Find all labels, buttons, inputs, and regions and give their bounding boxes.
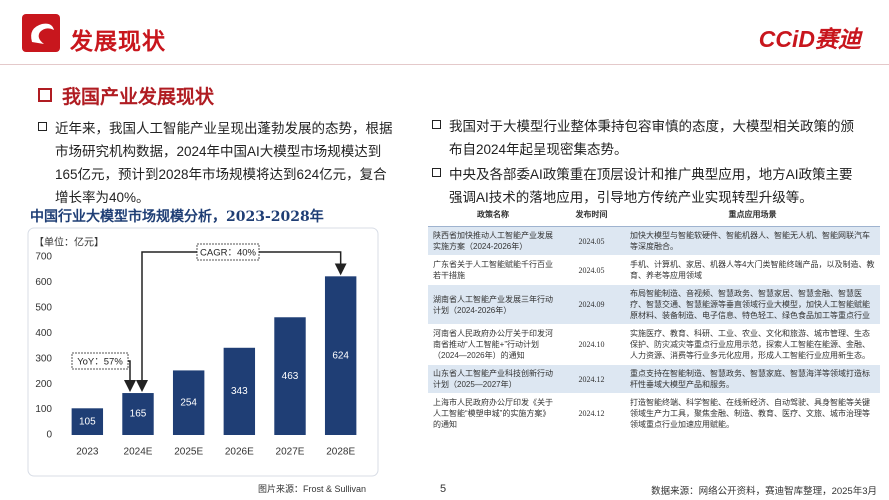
y-tick-label: 500 [35, 302, 52, 313]
section-title-text: 我国产业发展现状 [62, 87, 215, 108]
y-tick-label: 100 [35, 404, 52, 415]
annotation-arrow [136, 251, 197, 393]
table-cell: 2024.09 [558, 284, 625, 325]
table-header: 政策名称 发布时间 重点应用场景 [428, 202, 880, 227]
chart-title: 中国行业大模型市场规模分析，2023-2028年 [30, 209, 324, 225]
x-tick-label: 2027E [276, 447, 305, 458]
bar [223, 347, 256, 435]
table-source: 数据来源：网络公开资料，赛迪智库整理，2025年3月 [651, 486, 877, 497]
bar [122, 393, 154, 435]
table-cell: 2024.12 [558, 393, 625, 434]
table-cell: 2024.05 [558, 255, 625, 285]
table-cell: 上海市人民政府办公厅印发《关于人工智能“模塑申城”的实施方案》的通知 [428, 393, 558, 434]
chart-source: 图片来源：Frost & Sullivan [258, 484, 367, 494]
column-header: 发布时间 [558, 202, 625, 227]
bullet-text: 近年来，我国人工智能产业呈现出蓬勃发展的态势，根据市场研究机构数据，2024年中… [55, 121, 393, 205]
x-tick-label: 2026E [225, 447, 254, 458]
bar [324, 276, 357, 435]
policy-table: 政策名称 发布时间 重点应用场景 陕西省加快推动人工智能产业发展实施方案（2024-… [428, 202, 880, 434]
logo-icon [22, 14, 60, 52]
table-cell: 陕西省加快推动人工智能产业发展实施方案（2024-2026年） [428, 226, 558, 256]
column-header: 重点应用场景 [625, 202, 880, 227]
table-cell: 2024.10 [558, 324, 625, 365]
header-rule [0, 64, 889, 65]
bar [274, 317, 306, 435]
section-title: 我国产业发展现状 [38, 82, 214, 109]
value-label: 343 [231, 386, 248, 397]
table-cell: 布局智能制造、音视频、智慧政务、智慧家居、智慧金融、智慧医疗、智慧交通、智慧能源… [625, 284, 880, 325]
brand-logo: CCiD赛迪 [758, 26, 861, 52]
x-tick-label: 2028E [326, 447, 355, 458]
value-label: 165 [130, 409, 147, 420]
annotation: CAGR：40% [200, 248, 257, 259]
value-label: 105 [79, 416, 96, 427]
table-row: 山东省人工智能产业科技创新行动计划（2025—2027年） 2024.12 重点支持… [428, 364, 880, 394]
x-tick-label: 2023 [76, 447, 99, 458]
value-label: 624 [332, 350, 349, 361]
table-cell: 广东省关于人工智能赋能千行百业若干措施 [428, 255, 558, 285]
table-cell: 2024.05 [558, 226, 625, 256]
x-tick-label: 2025E [174, 447, 203, 458]
x-tick-label: 2024E [124, 447, 153, 458]
y-tick-label: 700 [35, 252, 52, 263]
y-tick-label: 300 [35, 353, 52, 364]
bullet-text: 我国对于大模型行业整体秉持包容审慎的态度，大模型相关政策的颁布自2024年起呈现… [449, 119, 854, 157]
table-cell: 加快大模型与智能软硬件、智能机器人、智能无人机、智能网联汽车等深度融合。 [625, 226, 880, 256]
column-header: 政策名称 [428, 202, 558, 227]
table-cell: 实施医疗、教育、科研、工业、农业、文化和旅游、城市管理、生态保护、防灾减灾等重点… [625, 324, 880, 365]
annotation: YoY：57% [77, 357, 123, 368]
table-cell: 手机、计算机、家居、机器人等4大门类智能终端产品，以及制造、教育、养老等应用领域 [625, 255, 880, 285]
table-row: 湖南省人工智能产业发展三年行动计划（2024-2026年） 2024.09 布局智能… [428, 284, 880, 325]
table-row: 上海市人民政府办公厅印发《关于人工智能“模塑申城”的实施方案》的通知 2024.1… [428, 393, 880, 434]
annotation-arrow [259, 251, 347, 276]
table-cell: 2024.12 [558, 364, 625, 394]
bar [172, 370, 205, 435]
value-label: 254 [180, 397, 197, 408]
y-tick-label: 400 [35, 328, 52, 339]
bullet-marker [432, 168, 441, 177]
bullet: 近年来，我国人工智能产业呈现出蓬勃发展的态势，根据市场研究机构数据，2024年中… [38, 117, 400, 209]
table-cell: 打造智能终端、科学智能、在线新经济、自动驾驶、具身智能等关键领域生产力工具，聚焦… [625, 393, 880, 434]
bullet-text: 中央及各部委AI政策重在顶层设计和推广典型应用，地方AI政策主要强调AI技术的落… [449, 167, 853, 205]
y-tick-label: 0 [46, 430, 52, 441]
y-tick-label: 200 [35, 379, 52, 390]
left-bullets: 近年来，我国人工智能产业呈现出蓬勃发展的态势，根据市场研究机构数据，2024年中… [38, 117, 400, 211]
bullet: 中央及各部委AI政策重在顶层设计和推广典型应用，地方AI政策主要强调AI技术的落… [432, 163, 862, 209]
page-number: 5 [440, 483, 447, 495]
header-title: 发展现状 [70, 28, 166, 54]
table-row: 广东省关于人工智能赋能千行百业若干措施 2024.05 手机、计算机、家居、机器人等… [428, 255, 880, 285]
chart-unit: 【单位：亿元】 [34, 236, 104, 249]
right-bullets: 我国对于大模型行业整体秉持包容审慎的态度，大模型相关政策的颁布自2024年起呈现… [432, 115, 862, 211]
y-tick-label: 600 [35, 277, 52, 288]
bullet-marker [38, 122, 47, 131]
bullet: 我国对于大模型行业整体秉持包容审慎的态度，大模型相关政策的颁布自2024年起呈现… [432, 115, 862, 161]
value-label: 463 [282, 371, 299, 382]
table-cell: 山东省人工智能产业科技创新行动计划（2025—2027年） [428, 364, 558, 394]
table-row: 河南省人民政府办公厅关于印发河南省推动“人工智能+”行动计划（2024—2026… [428, 324, 880, 365]
annotation-arrow [124, 360, 136, 393]
bullet-marker [432, 120, 441, 129]
table-cell: 河南省人民政府办公厅关于印发河南省推动“人工智能+”行动计划（2024—2026… [428, 324, 558, 365]
table-row: 陕西省加快推动人工智能产业发展实施方案（2024-2026年） 2024.05 加快… [428, 226, 880, 256]
table-cell: 湖南省人工智能产业发展三年行动计划（2024-2026年） [428, 284, 558, 325]
chart: 【单位：亿元】 0 100 200 300 400 500 600 700 2023 105 202… [27, 227, 379, 477]
table-cell: 重点支持在智能制造、智慧政务、智慧家庭、智慧海洋等领域打造标杆性垂域大模型产品和… [625, 364, 880, 394]
bar [71, 408, 104, 435]
